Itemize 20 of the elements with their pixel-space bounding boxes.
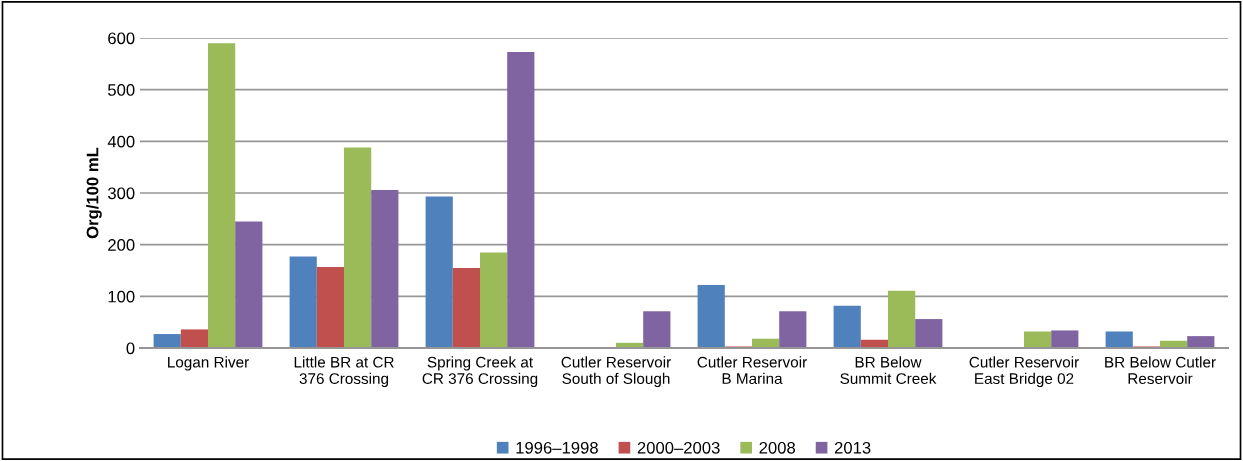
y-tick-label: 500 xyxy=(108,84,135,96)
legend-label: 2000–2003 xyxy=(637,441,720,454)
y-tick-label: 0 xyxy=(126,342,135,355)
x-tick-label: BR Below Cutler Reservoir xyxy=(1105,356,1216,385)
x-tick-label: Cutler Reservoir B Marina xyxy=(697,356,807,385)
y-tick-label: 400 xyxy=(107,135,135,148)
x-tick-label: Spring Creek at CR 376 Crossing xyxy=(422,356,538,388)
x-tick-label: Little BR at CR 376 Crossing xyxy=(294,356,394,388)
y-tick-label: 300 xyxy=(107,187,135,200)
x-tick-label: Cutler Reservoir East Bridge 02 xyxy=(969,356,1079,388)
y-tick-label: 600 xyxy=(108,32,135,45)
x-tick-label: Logan River xyxy=(168,356,249,371)
legend-label: 2013 xyxy=(834,441,871,454)
y-tick-label: 100 xyxy=(108,290,135,303)
legend-label: 2008 xyxy=(759,441,796,454)
y-tick-label: 200 xyxy=(108,239,135,251)
y-axis-title: Org/100 mL xyxy=(86,147,102,239)
x-tick-label: Cutler Reservoir South of Slough xyxy=(561,356,671,388)
legend-label: 1996–1998 xyxy=(516,441,598,454)
x-tick-label: BR Below Summit Creek xyxy=(840,356,937,385)
